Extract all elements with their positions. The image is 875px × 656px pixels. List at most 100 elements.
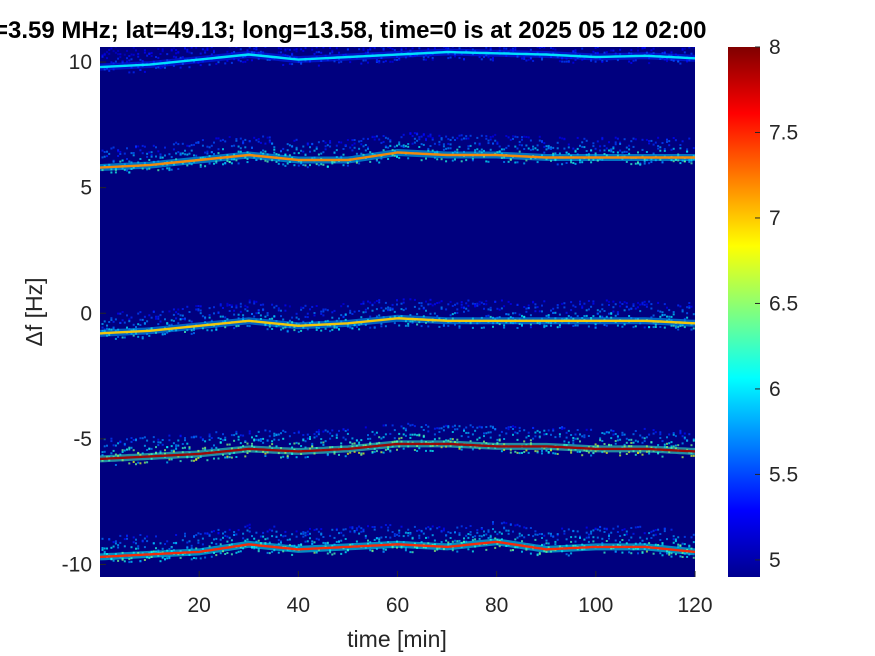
speckle	[380, 322, 383, 325]
speckle	[418, 529, 421, 532]
speckle	[558, 136, 561, 139]
speckle	[246, 442, 249, 445]
speckle	[532, 148, 535, 151]
speckle	[228, 310, 231, 312]
speckle	[603, 432, 606, 435]
speckle	[349, 441, 352, 444]
speckle	[282, 163, 285, 166]
speckle	[612, 146, 615, 148]
speckle	[382, 149, 385, 152]
speckle	[527, 136, 530, 139]
speckle	[380, 157, 383, 160]
speckle	[157, 66, 160, 69]
speckle	[503, 326, 506, 329]
speckle	[567, 146, 570, 149]
speckle	[262, 441, 265, 444]
speckle	[309, 537, 311, 540]
speckle	[128, 561, 131, 564]
speckle	[621, 539, 624, 541]
speckle	[224, 45, 226, 47]
speckle	[670, 445, 673, 448]
speckle	[117, 49, 120, 52]
speckle	[235, 139, 238, 142]
speckle	[525, 159, 528, 162]
speckle	[226, 59, 229, 62]
speckle	[193, 332, 195, 335]
speckle	[567, 60, 570, 63]
speckle	[608, 533, 610, 536]
speckle	[369, 441, 372, 444]
speckle	[239, 302, 242, 305]
speckle	[630, 552, 633, 555]
speckle	[306, 166, 309, 169]
speckle	[471, 539, 474, 542]
speckle	[641, 47, 644, 49]
speckle	[208, 545, 211, 548]
speckle	[295, 456, 298, 459]
speckle	[186, 144, 189, 147]
speckle	[311, 540, 314, 543]
speckle	[257, 312, 260, 314]
speckle	[642, 45, 644, 47]
speckle	[362, 145, 365, 148]
speckle	[509, 48, 512, 51]
speckle	[512, 428, 514, 430]
speckle	[674, 326, 677, 329]
speckle	[210, 144, 213, 147]
speckle	[442, 425, 445, 428]
speckle	[632, 59, 635, 62]
speckle	[311, 445, 314, 448]
speckle	[558, 435, 561, 438]
speckle	[681, 542, 684, 545]
speckle	[639, 542, 642, 545]
speckle	[139, 158, 142, 160]
speckle	[286, 48, 289, 51]
speckle	[463, 310, 465, 313]
speckle	[554, 543, 557, 546]
speckle	[159, 450, 162, 453]
speckle	[360, 44, 362, 46]
speckle	[128, 171, 131, 174]
speckle	[351, 527, 354, 530]
speckle	[384, 424, 387, 427]
y-axis-label: Δf [Hz]	[21, 277, 47, 346]
speckle	[389, 144, 392, 147]
speckle	[416, 529, 419, 532]
speckle	[590, 149, 593, 152]
speckle	[681, 140, 684, 143]
speckle	[384, 524, 387, 526]
speckle	[117, 57, 120, 60]
speckle	[585, 536, 588, 539]
speckle	[257, 548, 260, 551]
trace-core	[100, 442, 695, 461]
speckle	[155, 535, 157, 538]
speckle	[353, 310, 356, 313]
speckle	[467, 299, 470, 302]
speckle	[199, 164, 202, 166]
speckle	[404, 531, 407, 534]
speckle	[545, 433, 548, 436]
speckle	[324, 148, 327, 151]
speckle	[536, 47, 539, 48]
speckle	[112, 444, 115, 447]
speckle	[567, 554, 570, 557]
plot-area	[100, 47, 695, 577]
speckle	[367, 51, 369, 54]
speckle	[242, 532, 245, 535]
speckle	[413, 433, 416, 436]
speckle	[396, 144, 398, 147]
speckle	[425, 309, 427, 312]
speckle	[367, 300, 369, 303]
speckle	[404, 547, 407, 550]
speckle	[483, 435, 485, 438]
speckle	[199, 52, 202, 55]
speckle	[244, 138, 247, 141]
speckle	[400, 425, 403, 428]
speckle	[674, 540, 677, 543]
speckle	[503, 438, 506, 440]
speckle	[204, 151, 207, 154]
speckle	[262, 303, 265, 306]
speckle	[248, 299, 251, 302]
speckle	[498, 316, 501, 319]
